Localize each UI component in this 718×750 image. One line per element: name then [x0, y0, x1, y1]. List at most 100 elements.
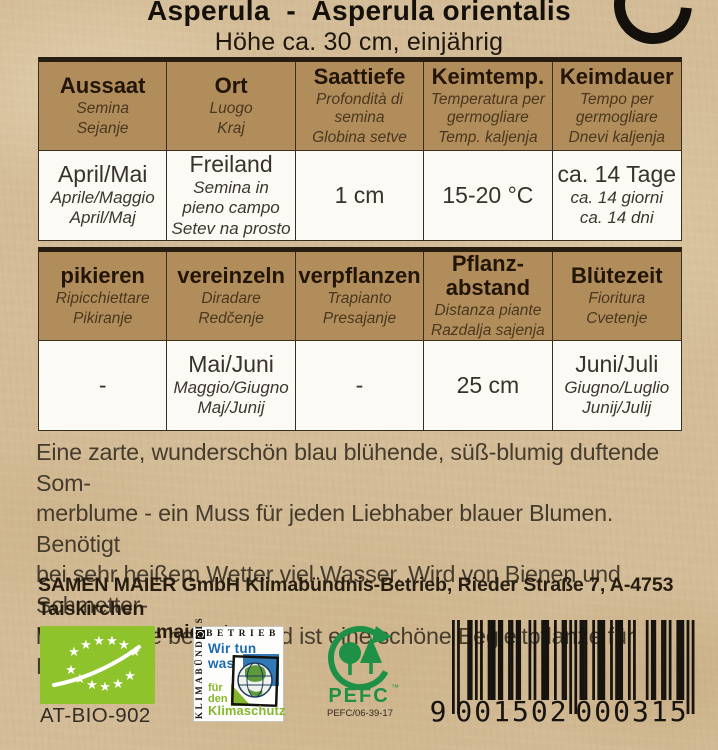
data-value-sl: ca. 14 dni [579, 208, 654, 228]
eu-organic-leaf-logo: ★ ★ ★ ★ ★ ★ ★★ ★ ★ ★★ [40, 626, 155, 704]
header-label-sl: Kraj [217, 119, 245, 137]
description-line: Eine zarte, wunderschön blau blühende, s… [36, 439, 660, 496]
svg-text:★: ★ [65, 663, 77, 678]
header-label-sl: Dnevi kaljenja [568, 128, 666, 146]
header-label: verpflanzen [298, 263, 421, 289]
data-value-it: Maggio/Giugno [173, 377, 289, 397]
header-label-sl: Presajanje [322, 309, 397, 327]
header-cell-keimdauer: Keimdauer Tempo per germogliare Dnevi ka… [553, 62, 681, 150]
sowing-table-data-row: April/Mai Aprile/Maggio April/Maj Freila… [39, 150, 681, 240]
svg-text:★: ★ [86, 678, 98, 693]
planting-info-table: pikieren Ripicchiettare Pikiranje verein… [38, 247, 682, 431]
data-value-sl: Maj/Junij [197, 398, 265, 418]
height-subtitle: Höhe ca. 30 cm, einjährig [214, 28, 504, 56]
data-cell-keimdauer: ca. 14 Tage ca. 14 giorni ca. 14 dni [553, 151, 681, 240]
data-value-it: Giugno/Luglio [564, 377, 670, 397]
header-label-sl: Globina setve [312, 128, 407, 146]
data-value-it: Aprile/Maggio [50, 187, 155, 207]
mini-globe-icon [196, 629, 205, 639]
data-cell-pikieren: - [39, 341, 168, 430]
planting-table-data-row: - Mai/Juni Maggio/Giugno Maj/Junij - 25 … [39, 340, 681, 430]
variety-title: Asperula - Asperula orientalis [146, 0, 572, 26]
header-label-it: Trapianto [327, 289, 392, 307]
header-label: vereinzeln [177, 263, 285, 289]
globe-icon [230, 654, 280, 708]
klima-word-fuer: für [208, 682, 223, 694]
sowing-info-table: Aussaat Semina Sejanje Ort Luogo Kraj Sa… [38, 57, 682, 241]
svg-text:★: ★ [118, 638, 130, 653]
klima-word-klimaschutz: Klimaschutz [208, 703, 286, 718]
svg-text:★: ★ [93, 634, 105, 649]
svg-text:★: ★ [129, 645, 141, 660]
data-cell-saattiefe: 1 cm [296, 151, 425, 240]
description-line: bei sehr heißem Wetter viel Wasser. Wird… [36, 561, 621, 618]
header-label-it: Temperatura per germogliare [430, 90, 545, 126]
klima-vertical-label: KLIMABÜNDNIS [194, 615, 204, 719]
data-cell-verpflanzen: - [296, 341, 425, 430]
data-value-it: Semina in pieno campo [182, 177, 280, 218]
header-cell-aussaat: Aussaat Semina Sejanje [39, 62, 168, 150]
data-value: Juni/Juli [575, 351, 659, 378]
data-value: Mai/Juni [188, 351, 274, 378]
header-label-it: Semina [76, 99, 129, 117]
header-label-it: Fioritura [588, 289, 646, 307]
svg-text:★: ★ [106, 634, 118, 649]
header-label-sl: Pikiranje [72, 309, 133, 327]
data-value: - [355, 371, 364, 398]
header-label-it: Profondità di semina [315, 90, 403, 126]
data-value: ca. 14 Tage [557, 161, 677, 188]
klima-top-strip: BETRIEB [195, 628, 281, 640]
data-value: 15-20 °C [442, 181, 534, 208]
ean-barcode: 9 001502 000315 [430, 620, 695, 727]
header-label-it: Tempo per germogliare [575, 90, 658, 126]
pefc-wordmark: PEFC [328, 685, 389, 707]
svg-text:★: ★ [124, 669, 136, 684]
data-cell-aussaat: April/Mai Aprile/Maggio April/Maj [39, 151, 168, 240]
header-cell-bluetezeit: Blütezeit Fioritura Cvetenje [553, 252, 681, 340]
data-value-sl: Junij/Julij [582, 398, 652, 418]
klima-word-den: den [208, 693, 228, 705]
klima-betrieb-label: BETRIEB [206, 629, 280, 639]
header-label: Aussaat [59, 73, 146, 99]
barcode-digits-group1: 001502 [455, 695, 568, 727]
barcode-bars [452, 620, 695, 714]
header-label: Keimdauer [559, 64, 674, 90]
header-label-sl: Redčenje [198, 309, 264, 327]
company-address: SAMEN MAIER GmbH Klimabündnis-Betrieb, R… [38, 574, 674, 620]
header-label: Saattiefe [313, 64, 406, 90]
barcode-digit-left: 9 [430, 695, 447, 727]
header-label-it: Ripicchiettare [55, 289, 150, 307]
barcode-digits-group2: 000315 [575, 695, 688, 727]
header-label-it: Diradare [201, 289, 261, 307]
header-label: Keimtemp. [431, 64, 545, 90]
data-cell-keimtemp: 15-20 °C [424, 151, 553, 240]
data-value: April/Mai [57, 161, 148, 188]
header-label-it: Luogo [209, 99, 253, 117]
data-cell-bluetezeit: Juni/Juli Giugno/Luglio Junij/Julij [553, 341, 681, 430]
pefc-logo: PEFC ™ PEFC/06-39-17 [327, 626, 399, 719]
description-line: merblume - ein Muss für jeden Liebhaber … [36, 500, 614, 557]
sowing-table-header-row: Aussaat Semina Sejanje Ort Luogo Kraj Sa… [39, 62, 681, 150]
header-label: Blütezeit [570, 263, 663, 289]
header-cell-pflanzabstand: Pflanz- abstand Distanza piante Razdalja… [424, 252, 553, 340]
pefc-license-code: PEFC/06-39-17 [327, 708, 393, 719]
header-label: pikieren [60, 263, 145, 289]
header-cell-ort: Ort Luogo Kraj [167, 62, 296, 150]
svg-text:★: ★ [74, 672, 86, 687]
header-label-sl: Temp. kaljenja [438, 128, 538, 146]
data-cell-pflanzabstand: 25 cm [424, 341, 553, 430]
svg-text:★: ★ [80, 638, 92, 653]
header-label-sl: Cvetenje [586, 309, 648, 327]
klima-main-area: Wir tun was für den Klimaschutz [208, 640, 285, 719]
organic-control-code: AT-BIO-902 [40, 704, 151, 727]
data-cell-vereinzeln: Mai/Juni Maggio/Giugno Maj/Junij [167, 341, 296, 430]
data-value: Freiland [189, 151, 273, 178]
header-cell-pikieren: pikieren Ripicchiettare Pikiranje [39, 252, 168, 340]
header-label-sl: Sejanje [76, 119, 129, 137]
header-label: Pflanz- abstand [445, 252, 531, 301]
header-cell-verpflanzen: verpflanzen Trapianto Presajanje [296, 252, 425, 340]
header-cell-vereinzeln: vereinzeln Diradare Redčenje [167, 252, 296, 340]
header-cell-keimtemp: Keimtemp. Temperatura per germogliare Te… [424, 62, 553, 150]
data-value-sl: Setev na prosto [171, 218, 291, 238]
header-cell-saattiefe: Saattiefe Profondità di semina Globina s… [296, 62, 425, 150]
